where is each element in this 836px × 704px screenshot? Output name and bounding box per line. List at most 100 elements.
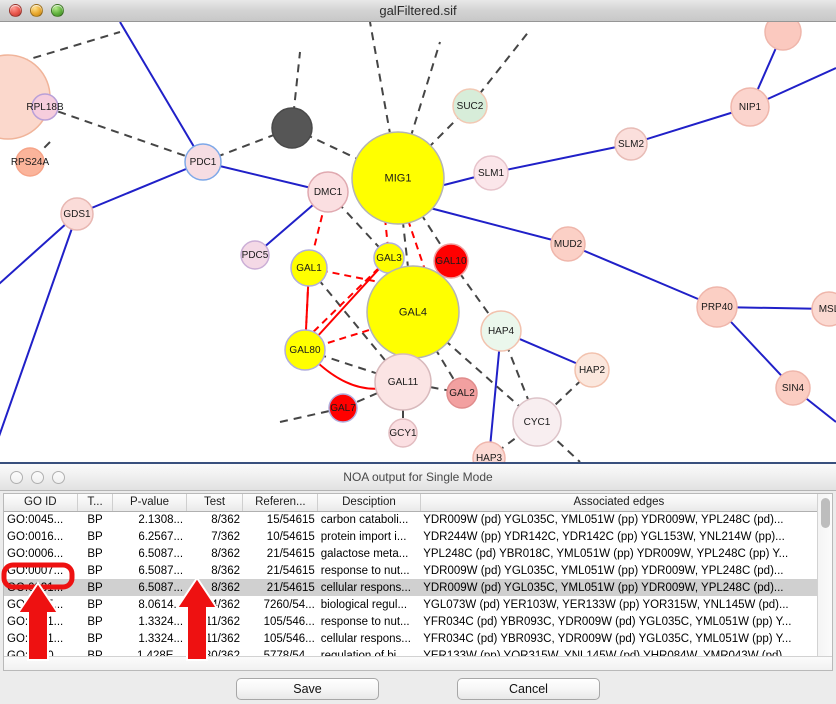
- node-circle[interactable]: [550, 226, 586, 262]
- network-node-gds1[interactable]: GDS1: [60, 197, 94, 231]
- network-node-cyc1[interactable]: CYC1: [512, 397, 562, 447]
- node-circle[interactable]: [472, 441, 506, 462]
- cell-reference: 21/54615: [242, 579, 318, 596]
- node-circle[interactable]: [473, 155, 509, 191]
- node-circle[interactable]: [15, 147, 45, 177]
- node-circle[interactable]: [184, 143, 222, 181]
- network-node-pdc1[interactable]: PDC1: [184, 143, 222, 181]
- node-circle[interactable]: [374, 353, 432, 411]
- node-circle[interactable]: [480, 310, 522, 352]
- node-circle[interactable]: [446, 377, 478, 409]
- table-body[interactable]: GO:0045... BP 2.1308... 8/362 15/54615 carbon…: [4, 511, 817, 664]
- cancel-button[interactable]: Cancel: [457, 678, 600, 700]
- column-header-go-id[interactable]: GO ID: [4, 494, 78, 512]
- network-node-sin4[interactable]: SIN4: [775, 370, 811, 406]
- network-node-dmc1[interactable]: DMC1: [307, 171, 349, 213]
- node-circle[interactable]: [284, 329, 326, 371]
- cell-associated-edges: YDR009W (pd) YGL035C, YML051W (pp) YDR00…: [423, 513, 784, 526]
- table-row[interactable]: GO:0031... BP 1.3324... 11/362 105/546... cel…: [4, 630, 817, 647]
- network-node-suc2[interactable]: SUC2: [452, 88, 488, 124]
- network-canvas[interactable]: RPL18B RPS24A GDS1 PDC1 PDC5 DMC1 MIG1 SUC2 SLM1…: [0, 22, 836, 462]
- network-node-gal4[interactable]: GAL4: [366, 265, 460, 359]
- node-circle[interactable]: [574, 352, 610, 388]
- table-row[interactable]: GO:0031... BP 1.3324... 11/362 105/546... res…: [4, 613, 817, 630]
- save-button[interactable]: Save: [236, 678, 379, 700]
- node-circle[interactable]: [811, 291, 836, 327]
- column-header-reference[interactable]: Referen...: [242, 494, 319, 512]
- noa-results-table[interactable]: GO ID T... P-value Test Referen... Desciption…: [4, 494, 817, 664]
- node-circle[interactable]: [366, 265, 460, 359]
- network-node-top_pink[interactable]: [764, 22, 802, 51]
- close-button[interactable]: [9, 4, 22, 17]
- node-circle[interactable]: [452, 88, 488, 124]
- table-row[interactable]: GO:0065... BP 8.0614... 94/362 7260/54... bio…: [4, 596, 817, 613]
- network-node-hap4[interactable]: HAP4: [480, 310, 522, 352]
- cell-associated-edges: YPL248C (pd) YBR018C, YML051W (pp) YDR00…: [423, 547, 789, 560]
- network-node-gal80[interactable]: GAL80: [284, 329, 326, 371]
- network-node-mud2[interactable]: MUD2: [550, 226, 586, 262]
- node-circle[interactable]: [31, 93, 59, 121]
- column-header-associated-edges[interactable]: Associated edges: [420, 494, 817, 512]
- cell-go-id: GO:0031...: [4, 579, 78, 596]
- cell-description: cellular respons...: [317, 579, 421, 596]
- noa-minimize-button[interactable]: [31, 470, 44, 484]
- node-circle[interactable]: [290, 249, 328, 287]
- table-row[interactable]: GO:0007... BP 6.5087... 8/362 21/54615 respon…: [4, 562, 817, 579]
- node-circle[interactable]: [696, 286, 738, 328]
- node-circle[interactable]: [271, 107, 313, 149]
- network-node-nip1[interactable]: NIP1: [730, 87, 770, 127]
- node-circle[interactable]: [730, 87, 770, 127]
- network-node-gal1[interactable]: GAL1: [290, 249, 328, 287]
- network-node-hap3[interactable]: HAP3: [472, 441, 506, 462]
- table-row[interactable]: GO:0006... BP 6.5087... 8/362 21/54615 galact…: [4, 545, 817, 562]
- network-node-pdc5[interactable]: PDC5: [240, 240, 270, 270]
- network-node-slm2[interactable]: SLM2: [614, 127, 648, 161]
- node-circle[interactable]: [351, 131, 445, 225]
- network-graph[interactable]: RPL18BRPS24AGDS1PDC1PDC5DMC1MIG1SUC2SLM1…: [0, 22, 836, 462]
- network-node-prp40[interactable]: PRP40: [696, 286, 738, 328]
- cell-description: cellular respons...: [320, 632, 411, 645]
- cell-type: BP: [87, 615, 103, 628]
- network-node-mig1[interactable]: MIG1: [351, 131, 445, 225]
- noa-zoom-button[interactable]: [52, 470, 65, 484]
- network-node-gal11[interactable]: GAL11: [374, 353, 432, 411]
- table-vertical-scrollbar[interactable]: [817, 494, 832, 656]
- table-horizontal-scrollbar[interactable]: [4, 656, 832, 670]
- node-circle[interactable]: [433, 243, 469, 279]
- cell-description: biological regul...: [320, 598, 408, 611]
- node-circle[interactable]: [775, 370, 811, 406]
- table-row[interactable]: GO:0016... BP 6.2567... 7/362 10/54615 protei…: [4, 528, 817, 545]
- column-header-description[interactable]: Desciption: [317, 494, 421, 512]
- node-circle[interactable]: [512, 397, 562, 447]
- network-nodes[interactable]: RPL18BRPS24AGDS1PDC1PDC5DMC1MIG1SUC2SLM1…: [0, 22, 836, 462]
- network-node-slm1[interactable]: SLM1: [473, 155, 509, 191]
- table-header-row[interactable]: GO ID T... P-value Test Referen... Desciption…: [4, 494, 817, 512]
- network-node-msl5[interactable]: MSL: [811, 291, 836, 327]
- column-header-type[interactable]: T...: [77, 494, 114, 512]
- node-circle[interactable]: [614, 127, 648, 161]
- network-node-gal2[interactable]: GAL2: [446, 377, 478, 409]
- network-node-gcy1[interactable]: GCY1: [388, 418, 418, 448]
- table-row[interactable]: GO:0045... BP 2.1308... 8/362 15/54615 carbon…: [4, 511, 817, 528]
- node-circle[interactable]: [388, 418, 418, 448]
- column-header-test[interactable]: Test: [186, 494, 244, 512]
- cell-test: 7/362: [211, 530, 240, 543]
- zoom-button[interactable]: [51, 4, 64, 17]
- node-circle[interactable]: [764, 22, 802, 51]
- node-circle[interactable]: [60, 197, 94, 231]
- column-header-pvalue[interactable]: P-value: [112, 494, 187, 512]
- network-node-gal10[interactable]: GAL10: [433, 243, 469, 279]
- minimize-button[interactable]: [30, 4, 43, 17]
- node-circle[interactable]: [307, 171, 349, 213]
- cell-description: carbon cataboli...: [320, 513, 409, 526]
- network-node-rps24a[interactable]: RPS24A: [11, 147, 50, 177]
- node-circle[interactable]: [240, 240, 270, 270]
- node-circle[interactable]: [328, 393, 358, 423]
- noa-close-button[interactable]: [10, 470, 23, 484]
- network-node-gal7[interactable]: GAL7: [328, 393, 358, 423]
- network-node-hub_dark[interactable]: [271, 107, 313, 149]
- network-node-hap2[interactable]: HAP2: [574, 352, 610, 388]
- cell-reference: 21/54615: [266, 547, 315, 560]
- table-row[interactable]: GO:0031... BP 6.5087... 8/362 21/54615 cellul…: [4, 579, 817, 596]
- scrollbar-thumb[interactable]: [821, 498, 830, 528]
